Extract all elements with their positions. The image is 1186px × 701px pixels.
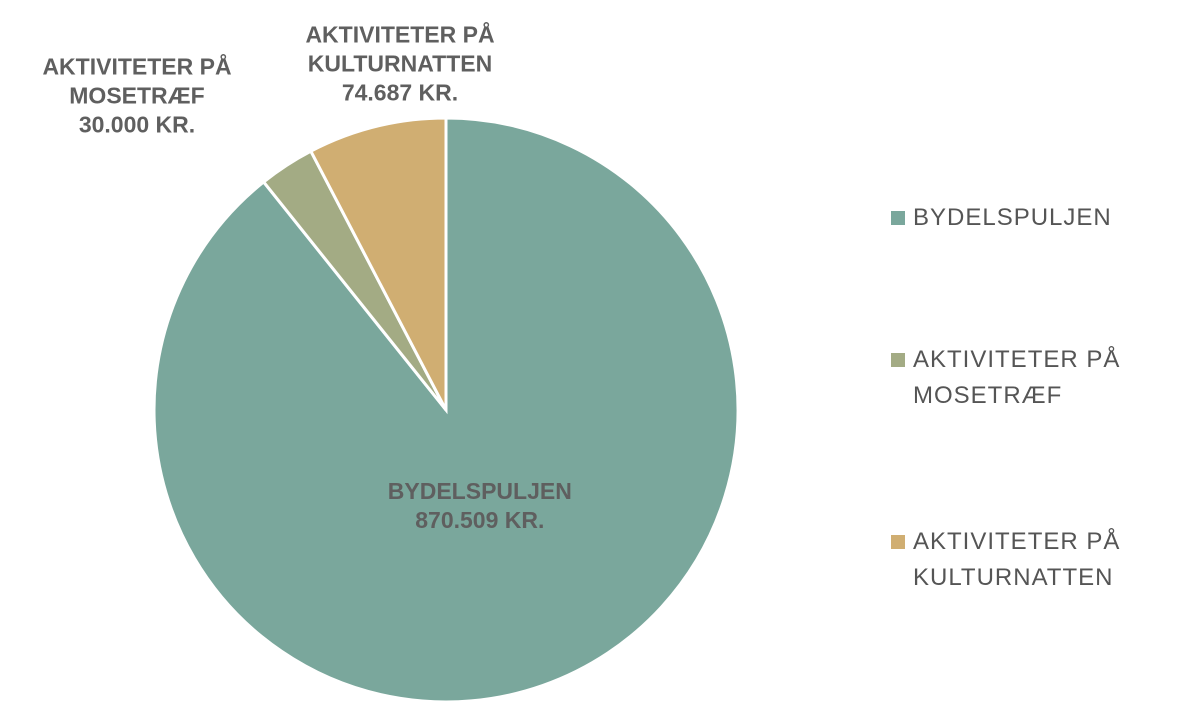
data-label-value: 870.509 KR.	[415, 507, 545, 534]
data-label-name: AKTIVITETER PÅ MOSETRÆF	[42, 53, 232, 109]
legend-item: AKTIVITETER PÅ MOSETRÆF	[888, 342, 1178, 414]
legend-item: AKTIVITETER PÅ KULTURNATTEN	[888, 524, 1178, 596]
legend-label: AKTIVITETER PÅ KULTURNATTEN	[913, 528, 1121, 591]
data-label-name: BYDELSPULJEN	[387, 478, 572, 505]
legend-swatch	[891, 535, 905, 549]
legend-label: BYDELSPULJEN	[913, 204, 1112, 231]
data-label-value: 74.687 KR.	[341, 79, 459, 106]
legend-swatch	[891, 353, 905, 367]
data-label-name: AKTIVITETER PÅ KULTURNATTEN	[305, 21, 495, 77]
data-label: AKTIVITETER PÅ MOSETRÆF 30.000 KR.	[17, 53, 257, 140]
legend-swatch	[891, 211, 905, 225]
legend-item: BYDELSPULJEN	[888, 200, 1178, 236]
data-label: AKTIVITETER PÅ KULTURNATTEN 74.687 KR.	[280, 21, 520, 108]
data-label-value: 30.000 KR.	[78, 111, 196, 138]
pie-slice	[308, 116, 448, 411]
data-label: BYDELSPULJEN 870.509 KR.	[320, 477, 640, 535]
pie-slice	[152, 116, 740, 701]
legend-label: AKTIVITETER PÅ MOSETRÆF	[913, 346, 1121, 409]
